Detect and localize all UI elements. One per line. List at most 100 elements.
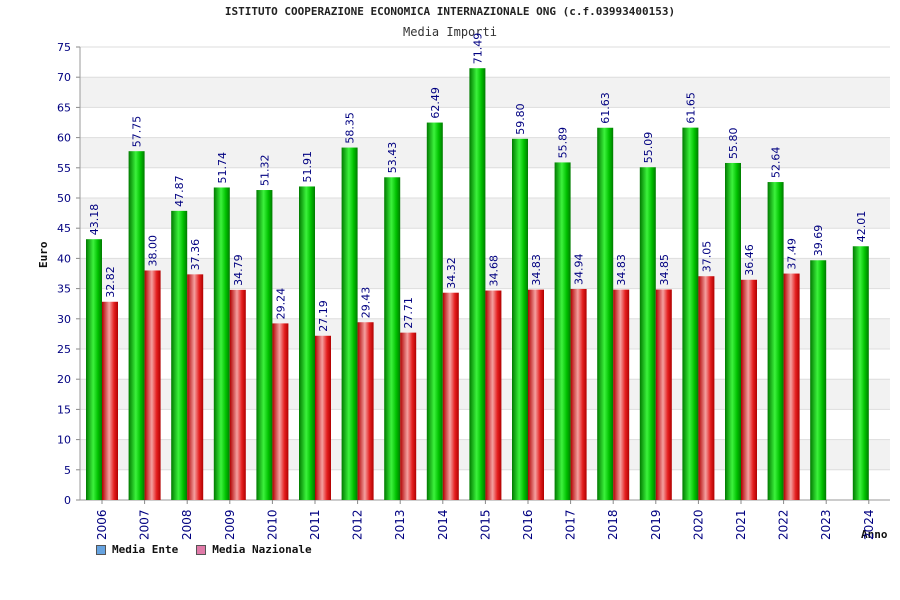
data-label-media-nazionale: 29.43 <box>360 287 373 319</box>
x-tick-label: 2023 <box>819 509 833 540</box>
bar-media-nazionale <box>783 273 800 500</box>
x-tick-label: 2009 <box>223 509 237 540</box>
bar-media-ente <box>86 239 102 500</box>
data-label-media-ente: 55.09 <box>642 132 655 164</box>
bar-media-nazionale <box>102 301 118 500</box>
data-label-media-nazionale: 32.82 <box>104 266 117 298</box>
bar-media-nazionale <box>400 332 417 500</box>
data-label-media-ente: 55.80 <box>727 127 740 159</box>
data-label-media-nazionale: 34.83 <box>615 254 628 286</box>
bar-media-nazionale <box>570 288 587 500</box>
data-label-media-nazionale: 34.79 <box>232 254 245 285</box>
data-label-media-nazionale: 37.05 <box>700 241 713 273</box>
bar-media-nazionale <box>741 279 757 500</box>
bar-media-nazionale <box>613 289 630 500</box>
x-tick-label: 2006 <box>95 509 109 540</box>
data-label-media-ente: 55.89 <box>557 127 570 159</box>
legend-item-media-ente: Media Ente <box>96 543 178 556</box>
bar-media-ente <box>256 190 273 500</box>
data-label-media-nazionale: 27.19 <box>317 300 330 332</box>
data-label-media-nazionale: 34.94 <box>573 253 586 285</box>
x-tick-label: 2018 <box>606 509 620 540</box>
bar-media-ente <box>213 187 230 500</box>
bar-media-ente <box>597 127 614 501</box>
data-label-media-ente: 42.01 <box>855 211 868 243</box>
data-label-media-nazionale: 29.24 <box>274 288 287 320</box>
bar-media-ente <box>469 68 486 500</box>
x-tick-label: 2007 <box>138 509 152 540</box>
x-tick-label: 2024 <box>862 509 876 540</box>
bar-media-ente <box>725 162 741 500</box>
x-tick-label: 2020 <box>691 509 705 540</box>
legend: Media Ente Media Nazionale <box>96 543 312 556</box>
bar-media-nazionale <box>315 335 331 500</box>
chart-title: ISTITUTO COOPERAZIONE ECONOMICA INTERNAZ… <box>224 5 676 18</box>
y-tick-label: 10 <box>57 434 71 447</box>
bar-media-nazionale <box>528 289 544 500</box>
x-tick-label: 2013 <box>393 509 407 540</box>
y-tick-label: 30 <box>57 313 71 326</box>
data-label-media-nazionale: 34.32 <box>445 257 458 289</box>
data-label-media-ente: 61.63 <box>599 92 612 124</box>
x-tick-label: 2021 <box>734 509 748 540</box>
data-label-media-ente: 51.74 <box>216 152 229 183</box>
bar-media-ente <box>512 138 528 501</box>
x-tick-label: 2019 <box>649 509 663 540</box>
bar-media-ente <box>682 127 699 500</box>
x-tick-label: 2022 <box>777 509 791 540</box>
legend-swatch-media-nazionale <box>196 544 207 555</box>
y-tick-label: 40 <box>57 252 71 265</box>
data-label-media-nazionale: 27.71 <box>402 297 415 329</box>
x-tick-label: 2017 <box>564 509 578 540</box>
bar-media-nazionale <box>655 289 672 500</box>
y-tick-label: 60 <box>57 132 71 145</box>
data-label-media-ente: 58.35 <box>344 112 357 144</box>
data-label-media-ente: 53.43 <box>386 142 399 174</box>
data-label-media-nazionale: 38.00 <box>147 235 160 267</box>
bar-media-ente <box>299 186 315 500</box>
bar-media-nazionale <box>229 289 246 500</box>
bar-media-ente <box>128 151 145 500</box>
data-label-media-nazionale: 34.68 <box>487 255 500 287</box>
legend-label-media-nazionale: Media Nazionale <box>212 543 312 556</box>
x-tick-label: 2015 <box>478 509 492 540</box>
bar-media-ente <box>810 260 827 500</box>
x-tick-label: 2010 <box>265 509 279 540</box>
data-label-media-ente: 71.49 <box>471 33 484 65</box>
bar-media-ente <box>384 177 401 500</box>
y-tick-label: 75 <box>57 41 71 54</box>
data-label-media-ente: 39.69 <box>812 225 825 257</box>
bar-media-ente <box>639 167 656 500</box>
data-label-media-ente: 43.18 <box>88 204 101 236</box>
x-axis-label: Anno <box>861 528 888 541</box>
data-label-media-ente: 52.64 <box>770 147 783 179</box>
bar-media-nazionale <box>272 323 289 500</box>
bar-media-nazionale <box>442 292 459 500</box>
bar-media-ente <box>554 162 571 501</box>
bar-media-ente <box>767 182 784 501</box>
data-label-media-ente: 57.75 <box>131 116 144 148</box>
data-label-media-ente: 51.32 <box>258 155 271 187</box>
data-label-media-nazionale: 36.46 <box>743 244 756 276</box>
bar-media-nazionale <box>357 322 374 500</box>
bar-media-nazionale <box>698 276 715 500</box>
y-tick-label: 5 <box>64 464 71 477</box>
x-tick-label: 2008 <box>180 509 194 540</box>
y-tick-label: 20 <box>57 373 71 386</box>
bar-media-ente <box>426 122 443 501</box>
y-tick-label: 15 <box>57 403 71 416</box>
data-label-media-ente: 47.87 <box>173 175 186 207</box>
chart-subtitle: Media Importi <box>403 25 497 39</box>
data-label-media-ente: 61.65 <box>684 92 697 124</box>
bar-media-ente <box>341 147 358 501</box>
legend-item-media-nazionale: Media Nazionale <box>196 543 312 556</box>
bar-media-nazionale <box>187 274 204 500</box>
legend-swatch-media-ente <box>96 544 106 555</box>
x-tick-label: 2012 <box>351 509 365 540</box>
y-tick-label: 35 <box>57 283 71 296</box>
x-tick-label: 2016 <box>521 509 535 540</box>
data-label-media-ente: 59.80 <box>514 103 527 135</box>
y-tick-label: 45 <box>57 222 71 235</box>
bar-media-nazionale <box>485 290 502 500</box>
